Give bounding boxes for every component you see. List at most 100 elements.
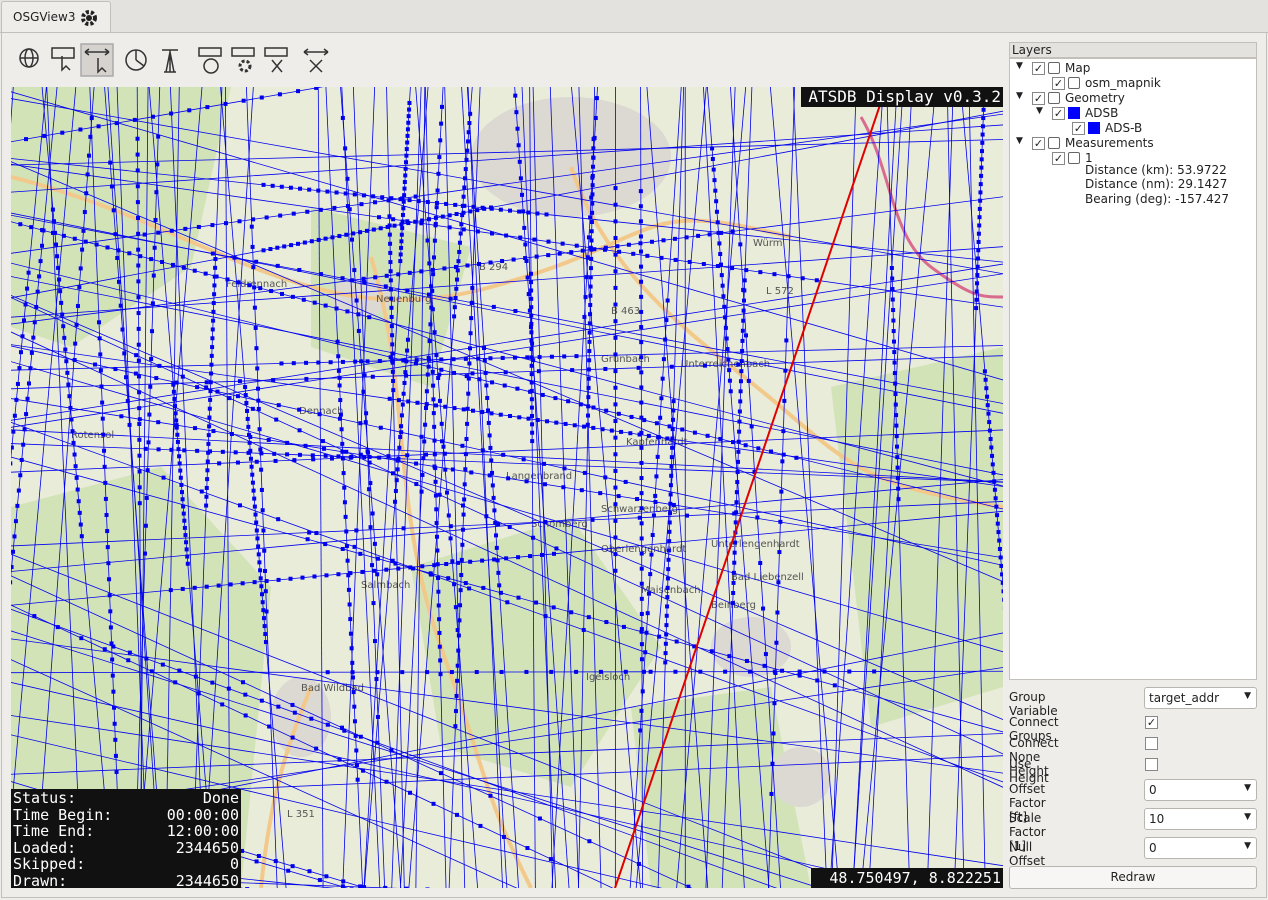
track-point xyxy=(432,330,437,335)
track-point xyxy=(639,708,644,713)
clear-tool[interactable] xyxy=(264,47,288,73)
track-point xyxy=(425,887,430,888)
track-point xyxy=(367,315,372,320)
select-tool[interactable] xyxy=(51,47,75,72)
track xyxy=(415,87,426,888)
expand-arrow[interactable]: ▼ xyxy=(1016,136,1023,146)
track-point xyxy=(296,89,301,94)
track-point xyxy=(347,207,352,212)
clear-measure-tool[interactable] xyxy=(303,48,329,73)
track-point xyxy=(426,364,431,369)
time-tool[interactable] xyxy=(125,49,147,71)
tab[interactable]: OSGView3 xyxy=(1,1,111,33)
layer-checkbox[interactable]: ✓ xyxy=(1032,137,1045,150)
track-point xyxy=(413,361,418,366)
track-point xyxy=(240,581,245,586)
track-point xyxy=(258,576,263,581)
track-point xyxy=(1002,597,1003,602)
track-point xyxy=(763,652,768,657)
track-point xyxy=(604,408,609,413)
track-point xyxy=(348,617,353,622)
track-point xyxy=(613,319,618,324)
track-point xyxy=(449,670,454,675)
track-point xyxy=(659,255,664,260)
checkbox[interactable] xyxy=(1145,737,1158,750)
track-point xyxy=(738,379,743,384)
track-point xyxy=(433,403,438,408)
track-point xyxy=(480,205,485,210)
track-point xyxy=(368,481,373,486)
dropdown[interactable]: target_addr ▼ xyxy=(1144,687,1257,709)
track-point xyxy=(150,329,155,334)
track-point xyxy=(461,503,466,508)
track-point xyxy=(372,568,377,573)
expand-arrow[interactable]: ▼ xyxy=(1036,106,1043,116)
track-point xyxy=(135,184,140,189)
gear-icon[interactable] xyxy=(80,9,98,27)
track-point xyxy=(517,415,522,420)
status-box: Status: Done Time Begin: 00:00:00 Time End: 1… xyxy=(11,789,241,890)
measure-tool[interactable] xyxy=(84,48,110,74)
track-point xyxy=(602,247,607,252)
layer-checkbox[interactable]: ✓ xyxy=(1032,62,1045,75)
spin-box[interactable]: 0 ▼ xyxy=(1144,779,1257,801)
layer-checkbox[interactable]: ✓ xyxy=(1052,107,1065,120)
layer-checkbox[interactable]: ✓ xyxy=(1052,77,1065,90)
layer-checkbox[interactable]: ✓ xyxy=(1072,122,1085,135)
track-point xyxy=(459,557,464,562)
track-point xyxy=(613,402,618,407)
globe-tool[interactable] xyxy=(19,48,39,68)
layer-checkbox[interactable]: ✓ xyxy=(1052,152,1065,165)
spin-box[interactable]: 0 ▼ xyxy=(1144,837,1257,859)
track-point xyxy=(136,311,141,316)
track-point xyxy=(102,464,107,469)
track-point xyxy=(637,432,642,437)
track-point xyxy=(349,646,354,651)
track-point xyxy=(236,280,241,285)
config-tool[interactable] xyxy=(231,47,255,73)
track-point xyxy=(124,375,129,380)
track-point xyxy=(207,415,212,420)
layer-checkbox[interactable]: ✓ xyxy=(1032,92,1045,105)
track-point xyxy=(975,281,980,286)
checkbox[interactable]: ✓ xyxy=(1145,716,1158,729)
place-label: B 294 xyxy=(479,262,508,273)
track-point xyxy=(372,639,377,644)
track-point xyxy=(562,354,567,359)
spin-box[interactable]: 10 ▼ xyxy=(1144,808,1257,830)
track-point xyxy=(375,670,380,675)
track-point xyxy=(254,859,259,864)
expand-arrow[interactable]: ▼ xyxy=(1016,61,1023,71)
redraw-button[interactable]: Redraw xyxy=(1009,866,1257,889)
track-point xyxy=(463,581,468,586)
track-point xyxy=(337,416,342,421)
layer-icon xyxy=(1048,137,1060,149)
style-tool[interactable] xyxy=(198,47,222,74)
track-point xyxy=(256,544,261,549)
measure-tool-active[interactable] xyxy=(80,43,114,77)
track-point xyxy=(352,544,357,549)
track-point xyxy=(263,640,268,645)
height-tool[interactable] xyxy=(162,49,178,73)
track-point xyxy=(639,264,644,269)
track-point xyxy=(279,291,284,296)
track-point xyxy=(896,497,901,502)
track-point xyxy=(352,719,357,724)
track-point xyxy=(797,669,802,674)
track-point xyxy=(664,632,669,637)
track xyxy=(11,501,1003,547)
track-point xyxy=(25,396,30,401)
track-point xyxy=(613,518,618,523)
track-point xyxy=(259,95,264,100)
track-point xyxy=(70,429,75,434)
track-point xyxy=(390,342,395,347)
expand-arrow[interactable]: ▼ xyxy=(1016,91,1023,101)
track-point xyxy=(594,96,599,101)
control-label: Scale Factor [1] xyxy=(1009,811,1046,853)
track-point xyxy=(979,165,984,170)
track-point xyxy=(580,248,585,253)
track-point xyxy=(11,445,14,450)
track-point xyxy=(345,176,350,181)
checkbox[interactable] xyxy=(1145,758,1158,771)
